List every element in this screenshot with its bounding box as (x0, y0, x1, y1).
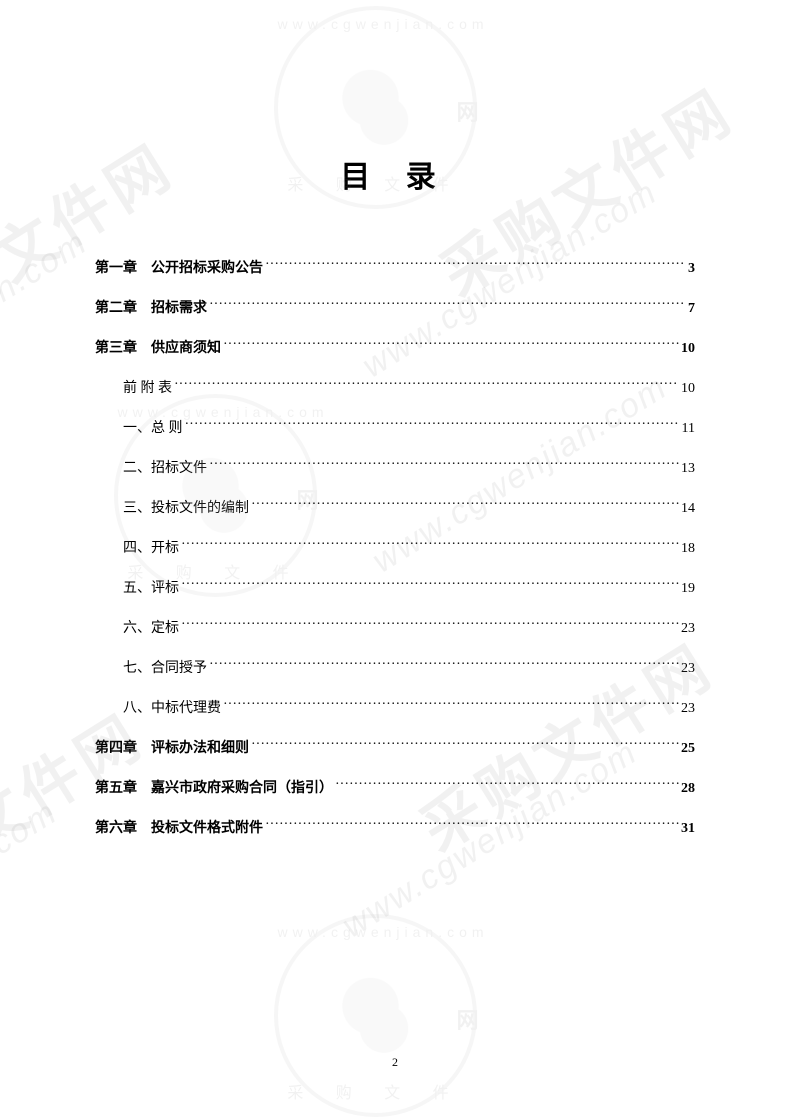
toc-row: 八、中标代理费 23 (95, 698, 695, 716)
toc-page-number: 13 (681, 462, 695, 476)
toc-page-number: 23 (681, 702, 695, 716)
toc-row: 五、评标 19 (95, 578, 695, 596)
page-number: 2 (0, 1055, 790, 1070)
toc-entry-text: 三、投标文件的编制 (123, 502, 249, 516)
toc-leader-dots (251, 498, 679, 512)
toc-chapter-label: 第二章 (95, 302, 137, 316)
toc-chapter-label: 第四章 (95, 742, 137, 756)
toc-row: 四、开标 18 (95, 538, 695, 556)
toc-entry-text: 公开招标采购公告 (151, 262, 263, 276)
toc-row: 七、合同授予 23 (95, 658, 695, 676)
toc-chapter-label: 第五章 (95, 782, 137, 796)
toc-leader-dots (181, 538, 679, 552)
watermark-seal-bottom: www.cgwenjian.com 采 购 文 件 网 (260, 900, 490, 1118)
toc-leader-dots (209, 458, 679, 472)
toc-row: 三、投标文件的编制 14 (95, 498, 695, 516)
toc-page-number: 7 (688, 302, 695, 316)
toc-entry-text: 嘉兴市政府采购合同（指引） (151, 782, 333, 796)
toc-page-number: 31 (681, 822, 695, 836)
page: www.cgwenjian.com 采 购 文 件 网 采购文件网 www.cg… (0, 0, 790, 1118)
toc-row: 第一章公开招标采购公告 3 (95, 258, 695, 276)
toc-row: 前 附 表 10 (95, 378, 695, 396)
toc-leader-dots (223, 698, 679, 712)
toc-chapter-label: 第三章 (95, 342, 137, 356)
toc-leader-dots (185, 418, 680, 432)
toc-entry-text: 投标文件格式附件 (151, 822, 263, 836)
toc-entry-text: 七、合同授予 (123, 662, 207, 676)
toc-leader-dots (251, 738, 679, 752)
toc-row: 六、定标 23 (95, 618, 695, 636)
toc-leader-dots (181, 618, 679, 632)
toc-entry-text: 四、开标 (123, 542, 179, 556)
toc-entry-text: 前 附 表 (123, 382, 172, 396)
toc-row: 第三章供应商须知 10 (95, 338, 695, 356)
watermark-url-3: www.cgwenjian.com (0, 793, 65, 1006)
toc-entry-text: 一、总 则 (123, 422, 183, 436)
toc-row: 第二章招标需求 7 (95, 298, 695, 316)
toc-row: 二、招标文件 13 (95, 458, 695, 476)
toc-row: 第六章投标文件格式附件 31 (95, 818, 695, 836)
toc-entry-text: 八、中标代理费 (123, 702, 221, 716)
toc-leader-dots (265, 818, 679, 832)
toc-page-number: 3 (688, 262, 695, 276)
toc-entry-text: 二、招标文件 (123, 462, 207, 476)
page-title: 目 录 (95, 0, 695, 258)
toc-page-number: 18 (681, 542, 695, 556)
toc-page-number: 11 (682, 422, 695, 436)
toc-leader-dots (335, 778, 679, 792)
toc-leader-dots (265, 258, 686, 272)
toc-entry-text: 招标需求 (151, 302, 207, 316)
toc-leader-dots (209, 658, 679, 672)
toc-row: 第五章嘉兴市政府采购合同（指引） 28 (95, 778, 695, 796)
toc-page-number: 19 (681, 582, 695, 596)
toc-row: 一、总 则 11 (95, 418, 695, 436)
toc-entry-text: 评标办法和细则 (151, 742, 249, 756)
toc-leader-dots (209, 298, 686, 312)
toc-leader-dots (223, 338, 679, 352)
toc-page-number: 28 (681, 782, 695, 796)
toc-page-number: 23 (681, 662, 695, 676)
toc-page-number: 23 (681, 622, 695, 636)
table-of-contents: 第一章公开招标采购公告 3 第二章招标需求 7 第三章供应商须知 10 前 附 表 10 一、总… (95, 258, 695, 836)
toc-page-number: 25 (681, 742, 695, 756)
toc-chapter-label: 第一章 (95, 262, 137, 276)
toc-entry-text: 五、评标 (123, 582, 179, 596)
toc-row: 第四章评标办法和细则 25 (95, 738, 695, 756)
toc-entry-text: 六、定标 (123, 622, 179, 636)
toc-leader-dots (174, 378, 679, 392)
toc-page-number: 10 (681, 382, 695, 396)
toc-chapter-label: 第六章 (95, 822, 137, 836)
toc-page-number: 14 (681, 502, 695, 516)
watermark-url-1: www.cgwenjian.com (0, 223, 95, 436)
toc-leader-dots (181, 578, 679, 592)
toc-page-number: 10 (681, 342, 695, 356)
toc-entry-text: 供应商须知 (151, 342, 221, 356)
